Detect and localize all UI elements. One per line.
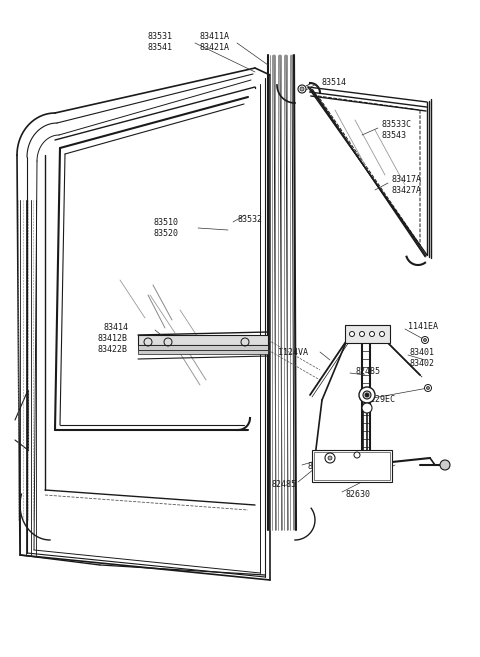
Text: 1129EC: 1129EC	[365, 395, 395, 404]
Text: 83402: 83402	[410, 359, 435, 368]
Bar	[345, 325, 390, 343]
Circle shape	[359, 387, 375, 403]
Text: 83421A: 83421A	[200, 43, 230, 52]
Text: 82643B: 82643B	[307, 462, 337, 471]
Circle shape	[421, 336, 429, 344]
Bar	[312, 450, 392, 482]
Text: 82485: 82485	[355, 367, 380, 376]
Circle shape	[360, 332, 364, 336]
Text: 83401: 83401	[410, 348, 435, 357]
Circle shape	[328, 456, 332, 460]
Text: 83417A: 83417A	[392, 175, 422, 184]
Circle shape	[365, 393, 369, 397]
Text: 83427A: 83427A	[392, 186, 422, 195]
Circle shape	[362, 403, 372, 413]
Circle shape	[349, 332, 355, 336]
Text: 83531: 83531	[148, 32, 173, 41]
Text: 83422B: 83422B	[97, 345, 127, 354]
Text: 83533C: 83533C	[382, 120, 412, 129]
Text: 83543: 83543	[382, 131, 407, 140]
Text: 83411A: 83411A	[200, 32, 230, 41]
Bar	[314, 452, 390, 480]
Circle shape	[298, 85, 306, 93]
Circle shape	[370, 332, 374, 336]
Text: 83520: 83520	[153, 229, 178, 238]
Circle shape	[440, 460, 450, 470]
Circle shape	[300, 87, 304, 91]
Text: 83514: 83514	[322, 78, 347, 87]
Circle shape	[354, 452, 360, 458]
Circle shape	[380, 332, 384, 336]
Circle shape	[325, 453, 335, 463]
Bar	[138, 335, 268, 345]
Bar	[138, 350, 268, 354]
Text: 83412B: 83412B	[97, 334, 127, 343]
Text: 83414: 83414	[104, 323, 129, 332]
Circle shape	[427, 386, 430, 390]
Text: 83510: 83510	[153, 218, 178, 227]
Bar	[138, 345, 268, 350]
Text: 83532: 83532	[237, 215, 262, 224]
Circle shape	[363, 391, 371, 399]
Circle shape	[424, 384, 432, 392]
Text: 82630: 82630	[345, 490, 370, 499]
Text: 82485: 82485	[271, 480, 296, 489]
Text: 1124VA: 1124VA	[278, 348, 308, 357]
Text: 83541: 83541	[148, 43, 173, 52]
Text: 82641: 82641	[322, 473, 347, 482]
Circle shape	[423, 338, 427, 342]
Text: 1141EA: 1141EA	[408, 322, 438, 331]
